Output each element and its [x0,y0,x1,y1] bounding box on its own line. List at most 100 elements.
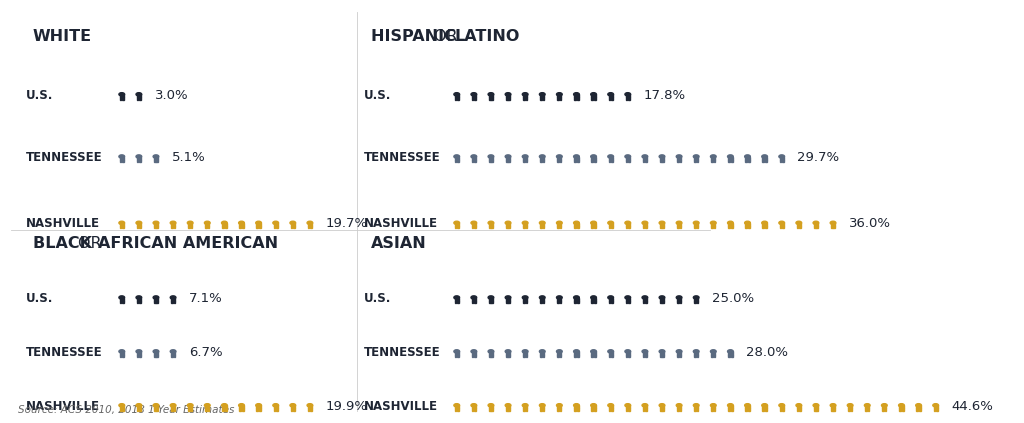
Bar [291,405,295,409]
Text: 44.6%: 44.6% [951,400,993,413]
Circle shape [239,404,245,407]
Bar [782,159,783,162]
Circle shape [899,404,904,407]
Bar [797,223,801,226]
Bar [540,352,545,354]
Bar [171,409,173,411]
Circle shape [591,221,596,225]
Circle shape [693,155,699,158]
Circle shape [471,296,477,299]
Circle shape [744,221,751,225]
Bar [137,409,138,411]
Bar [865,409,866,411]
Circle shape [522,93,528,96]
Bar [137,301,138,303]
Circle shape [119,296,125,299]
Bar [728,352,732,354]
Circle shape [693,350,699,353]
Text: TENNESSEE: TENNESSEE [26,346,102,359]
Bar [139,301,141,303]
Text: 19.9%: 19.9% [326,400,368,413]
Circle shape [290,221,296,225]
Circle shape [540,404,545,407]
Bar [455,405,459,409]
Circle shape [454,93,460,96]
Bar [506,223,510,226]
Circle shape [170,221,176,225]
Bar [677,301,679,303]
Bar [171,354,173,357]
Bar [592,297,596,301]
Bar [779,409,781,411]
Bar [694,297,698,301]
Text: OR: OR [78,236,106,251]
Bar [154,354,156,357]
Bar [848,405,852,409]
Circle shape [625,221,631,225]
Bar [611,226,612,228]
Bar [696,159,698,162]
Bar [696,354,698,357]
Bar [592,226,593,228]
Bar [540,226,542,228]
Text: 29.7%: 29.7% [798,151,840,164]
Circle shape [676,404,682,407]
Bar [122,226,124,228]
Bar [506,352,510,354]
Bar [240,226,241,228]
Bar [628,409,630,411]
Bar [694,405,698,409]
Bar [628,226,630,228]
Circle shape [522,221,528,225]
Bar [800,226,801,228]
Bar [540,354,542,357]
Bar [137,354,138,357]
Bar [779,157,783,159]
Circle shape [136,93,141,96]
Bar [506,409,508,411]
Bar [867,409,869,411]
Text: LATINO: LATINO [455,29,519,44]
Circle shape [659,404,665,407]
Bar [171,301,173,303]
Circle shape [154,155,159,158]
Bar [626,97,628,100]
Bar [308,226,309,228]
Circle shape [762,404,767,407]
Bar [525,226,527,228]
Bar [936,409,938,411]
Bar [154,409,156,411]
Bar [608,94,612,97]
Bar [626,223,630,226]
Circle shape [522,296,528,299]
Text: 3.0%: 3.0% [155,89,188,102]
Circle shape [830,404,836,407]
Text: 6.7%: 6.7% [188,346,222,359]
Bar [663,354,665,357]
Bar [574,409,577,411]
Bar [120,157,124,159]
Bar [834,226,836,228]
Bar [814,405,818,409]
Text: 17.8%: 17.8% [643,89,686,102]
Bar [472,94,476,97]
Bar [120,97,121,100]
Bar [677,354,679,357]
Circle shape [659,155,665,158]
Bar [797,405,801,409]
Circle shape [779,155,784,158]
Bar [779,223,783,226]
Bar [643,159,644,162]
Bar [885,409,887,411]
Bar [120,405,124,409]
Bar [474,97,476,100]
Circle shape [471,93,477,96]
Bar [677,223,681,226]
Bar [645,354,647,357]
Bar [276,409,278,411]
Bar [608,405,612,409]
Circle shape [744,155,751,158]
Bar [455,409,457,411]
Bar [205,226,207,228]
Circle shape [290,404,296,407]
